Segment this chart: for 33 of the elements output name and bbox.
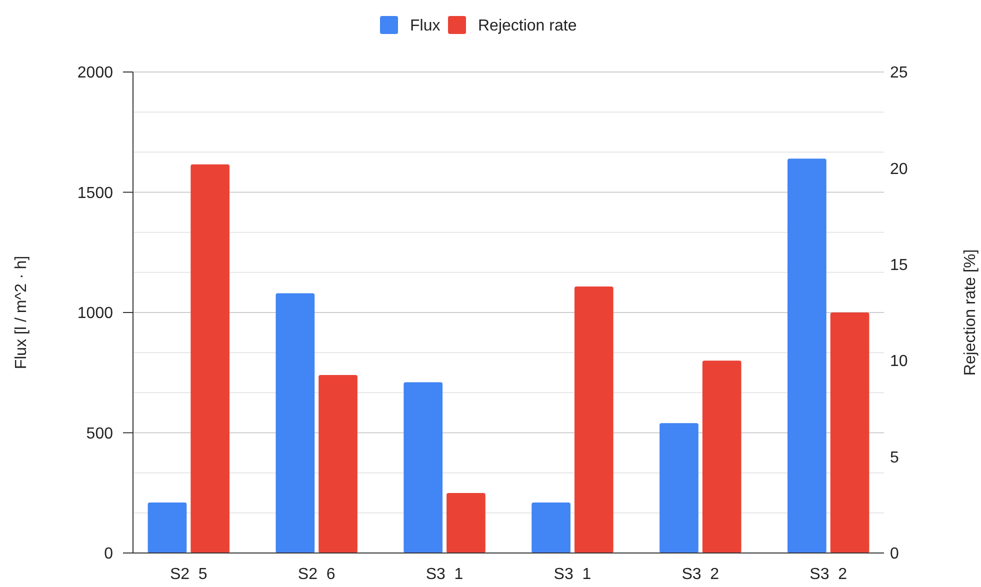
- y2-tick-label: 5: [890, 449, 899, 466]
- x-tick-label: S2 5: [170, 566, 208, 583]
- y-tick-label: 500: [86, 425, 114, 442]
- bar: [532, 502, 570, 553]
- bar: [190, 164, 230, 553]
- bar: [276, 293, 315, 553]
- y-tick-label: 1000: [77, 305, 114, 322]
- bar: [787, 158, 826, 553]
- x-tick-label: S2 6: [298, 566, 336, 583]
- x-tick-label: S3 1: [426, 566, 464, 583]
- bar: [148, 502, 187, 553]
- y2-tick-label: 25: [890, 64, 908, 82]
- y2-tick-label: 10: [890, 353, 908, 370]
- y-tick-label: 2000: [77, 64, 114, 82]
- x-tick-label: S3 1: [554, 566, 592, 583]
- y2-tick-label: 20: [890, 160, 908, 178]
- y-tick-label: 0: [104, 546, 114, 563]
- bar: [830, 312, 870, 553]
- y2-axis-title: Rejection rate [%]: [962, 249, 979, 376]
- bar: [446, 492, 486, 553]
- y-tick-label: 1500: [77, 184, 114, 202]
- legend-label: Rejection rate: [478, 18, 577, 35]
- bar: [702, 360, 742, 553]
- y-axis-title: Flux [l / m^2 · h]: [13, 256, 30, 370]
- bar: [318, 375, 358, 553]
- x-tick-label: S3 2: [682, 566, 720, 583]
- bar: [660, 423, 698, 553]
- bar: [574, 286, 614, 553]
- legend-label: Flux: [410, 18, 440, 35]
- x-tick-label: S3 2: [810, 566, 848, 583]
- bar: [404, 382, 443, 553]
- y2-tick-label: 15: [890, 257, 908, 274]
- y2-tick-label: 0: [890, 546, 899, 563]
